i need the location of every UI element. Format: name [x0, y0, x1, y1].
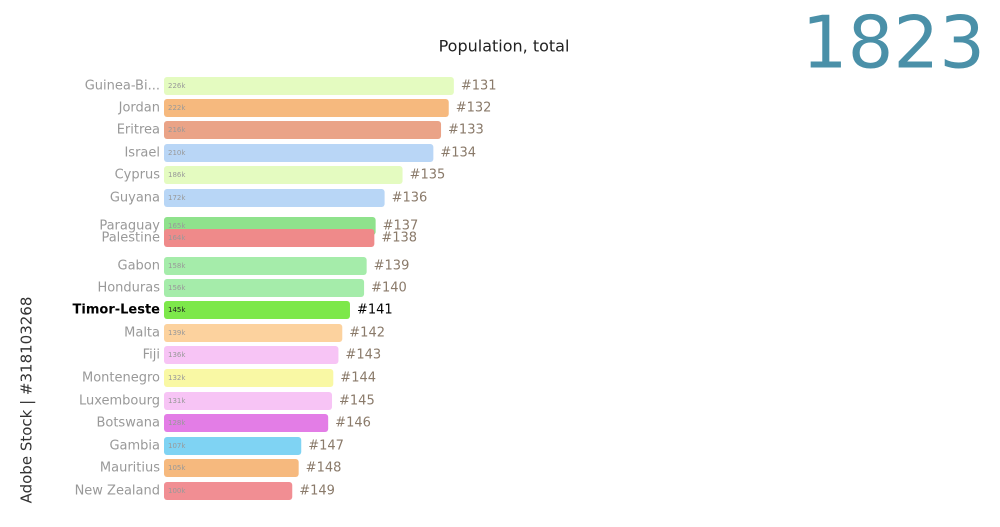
category-label: New Zealand [75, 484, 160, 499]
rank-label: #135 [410, 168, 446, 183]
value-label: 131k [168, 397, 186, 405]
value-label: 210k [168, 149, 186, 157]
bar [164, 482, 293, 500]
rank-label: #132 [456, 101, 492, 116]
rank-label: #142 [349, 326, 385, 341]
category-label: Palestine [101, 231, 160, 246]
category-label: Israel [124, 146, 160, 161]
rank-label: #147 [308, 439, 344, 454]
value-label: 164k [168, 234, 186, 242]
rank-label: #137 [383, 219, 419, 234]
bar [164, 392, 333, 410]
rank-label: #138 [381, 231, 417, 246]
category-label: Cyprus [115, 168, 161, 183]
bar [164, 189, 385, 207]
bar [164, 414, 329, 432]
value-label: 128k [168, 419, 186, 427]
rank-label: #134 [440, 146, 476, 161]
bar [164, 257, 367, 275]
rank-label: #143 [345, 348, 381, 363]
rank-label: #139 [374, 259, 410, 274]
value-label: 156k [168, 284, 186, 292]
rank-label: #140 [371, 281, 407, 296]
value-label: 226k [168, 82, 186, 90]
value-label: 100k [168, 487, 186, 495]
bar [164, 369, 334, 387]
category-label: Malta [124, 326, 160, 341]
category-label: Gabon [118, 259, 161, 274]
category-label: Luxembourg [79, 394, 160, 409]
category-label: Eritrea [117, 123, 160, 138]
bar [164, 346, 339, 364]
category-label: Botswana [96, 416, 160, 431]
value-label: 186k [168, 171, 186, 179]
year-label: 1823 [802, 1, 985, 85]
value-label: 105k [168, 464, 186, 472]
category-label: Paraguay [99, 219, 160, 234]
bar [164, 279, 365, 297]
bar [164, 324, 343, 342]
watermark: Adobe Stock | #318103268 [18, 297, 36, 504]
category-label: Guyana [110, 191, 160, 206]
value-label: 132k [168, 374, 186, 382]
bar [164, 229, 375, 247]
bar [164, 301, 350, 319]
bar [164, 99, 449, 117]
rank-label: #131 [461, 79, 497, 94]
value-label: 222k [168, 104, 186, 112]
category-label: Fiji [143, 348, 160, 363]
rank-label: #145 [339, 394, 375, 409]
category-label: Guinea-Bi... [85, 79, 160, 94]
bar [164, 144, 434, 162]
bar [164, 121, 442, 139]
bar [164, 166, 403, 184]
value-label: 145k [168, 306, 186, 314]
value-label: 139k [168, 329, 186, 337]
chart-title: Population, total [439, 37, 570, 56]
value-label: 165k [168, 222, 186, 230]
rank-label: #136 [392, 191, 428, 206]
bar [164, 459, 299, 477]
bar [164, 77, 454, 95]
category-label: Timor-Leste [73, 303, 161, 318]
rank-label: #141 [357, 303, 393, 318]
value-label: 216k [168, 126, 186, 134]
rank-label: #146 [335, 416, 371, 431]
rank-label: #149 [299, 484, 335, 499]
category-label: Honduras [97, 281, 160, 296]
category-label: Montenegro [82, 371, 160, 386]
rank-label: #133 [448, 123, 484, 138]
rank-label: #148 [306, 461, 342, 476]
value-label: 158k [168, 262, 186, 270]
value-label: 107k [168, 442, 186, 450]
category-label: Jordan [118, 101, 160, 116]
rank-label: #144 [340, 371, 376, 386]
value-label: 172k [168, 194, 186, 202]
value-label: 136k [168, 351, 186, 359]
category-label: Gambia [109, 439, 160, 454]
bar [164, 437, 302, 455]
category-label: Mauritius [100, 461, 160, 476]
